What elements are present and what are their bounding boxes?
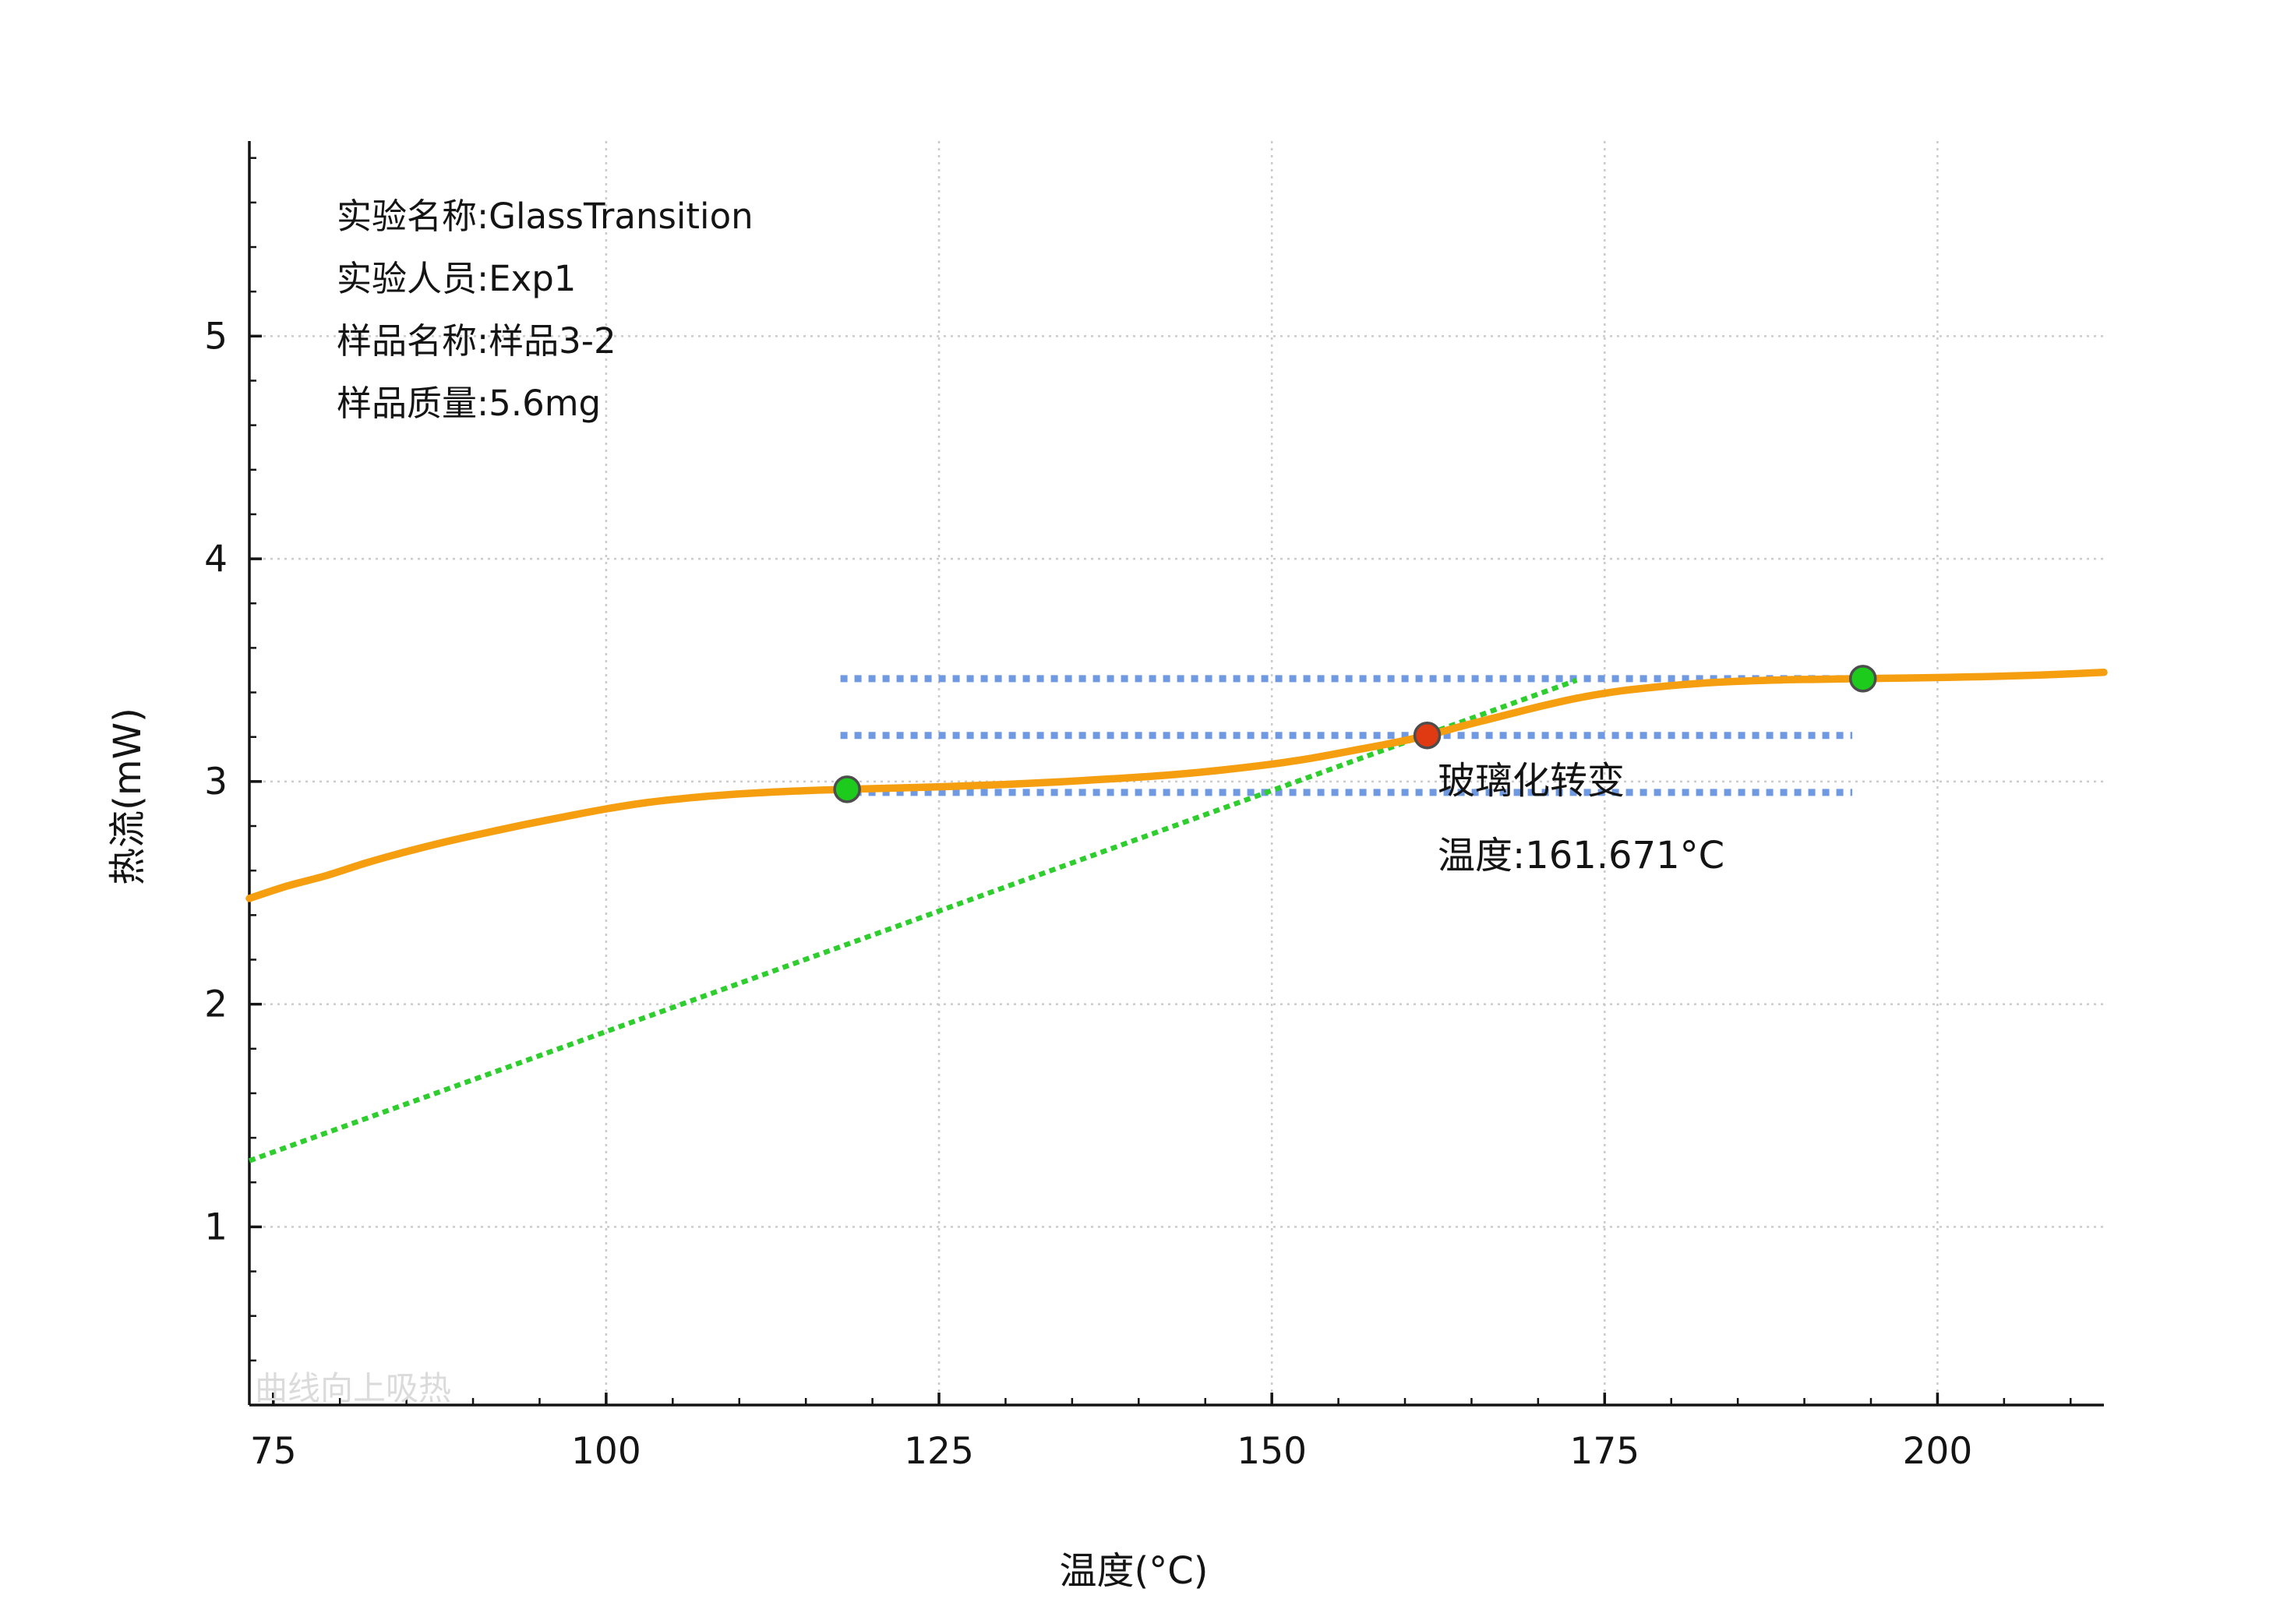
y-tick-label: 5 <box>204 315 228 358</box>
x-tick-label: 175 <box>1569 1430 1639 1473</box>
endotherm-up-watermark: 曲线向上吸热 <box>255 1369 452 1407</box>
x-axis-title: 温度(°C) <box>1059 1549 1209 1593</box>
x-tick-label: 150 <box>1237 1430 1307 1473</box>
x-tick-label: 100 <box>571 1430 641 1473</box>
experimenter-label: 实验人员:Exp1 <box>337 258 577 299</box>
midpoint-marker <box>1413 721 1442 750</box>
y-tick-label: 4 <box>204 538 228 581</box>
glass-transition-label: 玻璃化转变 <box>1438 759 1625 803</box>
onset-marker <box>833 775 861 803</box>
x-tick-label: 125 <box>904 1430 974 1473</box>
x-tick-label: 75 <box>250 1430 297 1473</box>
experiment-name-label: 实验名称:GlassTransition <box>337 196 754 237</box>
glass-transition-temperature-label: 温度:161.671°C <box>1438 834 1725 877</box>
experiment-info-block: 实验名称:GlassTransition 实验人员:Exp1 样品名称:样品3-… <box>337 185 754 435</box>
y-tick-label: 1 <box>204 1206 228 1248</box>
y-tick-label: 3 <box>204 761 228 803</box>
x-tick-label: 200 <box>1903 1430 1973 1473</box>
tangent-line <box>248 677 1578 1163</box>
dsc-curve <box>245 669 2108 902</box>
sample-name-label: 样品名称:样品3-2 <box>337 320 616 362</box>
sample-mass-label: 样品质量:5.6mg <box>337 383 602 424</box>
y-axis-title: 热流(mW) <box>106 708 150 885</box>
endpoint-marker <box>1849 665 1877 693</box>
y-tick-label: 2 <box>204 983 228 1026</box>
